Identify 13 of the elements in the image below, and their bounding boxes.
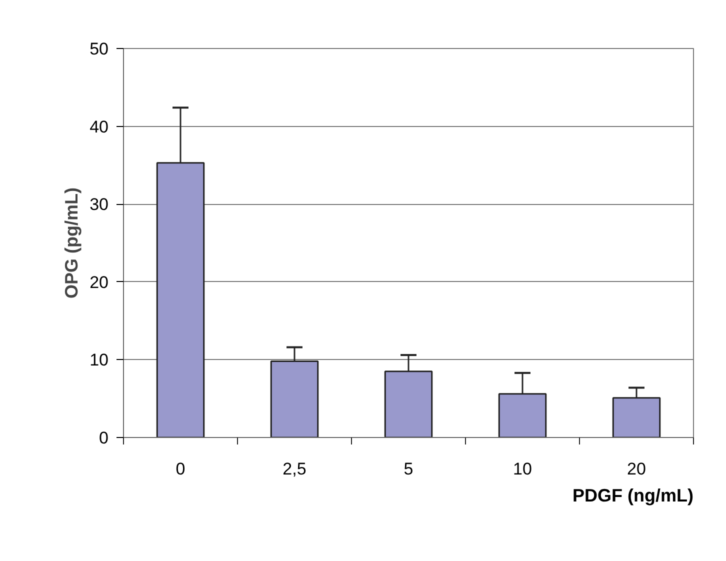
y-tick-label: 10 (90, 350, 109, 370)
x-tick-label: 0 (176, 460, 186, 478)
x-tick-label: 20 (627, 460, 646, 478)
x-tick-label: 2,5 (282, 460, 306, 478)
y-tick-label: 20 (90, 272, 109, 292)
y-tick-label: 50 (90, 40, 109, 58)
y-tick-label: 40 (90, 117, 109, 136)
y-tick-label: 0 (99, 428, 109, 448)
y-axis-title: OPG (pg/mL) (62, 187, 82, 298)
x-axis-title: PDGF (ng/mL) (572, 486, 694, 506)
x-tick-label: 5 (404, 460, 414, 478)
x-tick-label: 10 (513, 460, 532, 478)
y-tick-label: 30 (90, 195, 109, 214)
